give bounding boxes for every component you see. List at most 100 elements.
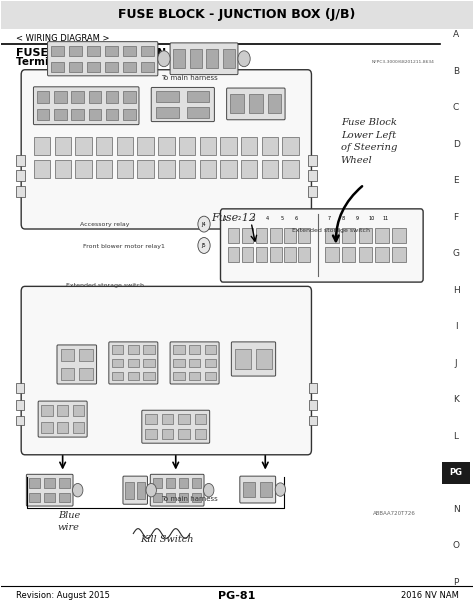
Bar	[96, 160, 112, 178]
Bar	[162, 414, 173, 424]
FancyBboxPatch shape	[34, 87, 139, 124]
Bar	[392, 246, 406, 262]
Bar	[61, 368, 74, 379]
Bar	[173, 372, 184, 381]
Bar	[69, 45, 82, 56]
Bar	[375, 246, 389, 262]
Text: To main harness: To main harness	[162, 496, 218, 501]
Bar	[156, 91, 179, 102]
Text: NFPC3-3000/68201211-8634: NFPC3-3000/68201211-8634	[372, 61, 435, 64]
Text: To main harness: To main harness	[162, 75, 218, 81]
Bar	[128, 359, 139, 367]
Bar	[200, 160, 216, 178]
Bar	[242, 246, 254, 262]
Text: Extended storage switch: Extended storage switch	[66, 283, 144, 287]
Bar	[137, 482, 145, 498]
Bar	[166, 478, 175, 487]
Bar	[205, 372, 216, 381]
Bar	[309, 383, 317, 393]
Bar	[16, 416, 24, 425]
Text: Front blower motor relay1: Front blower motor relay1	[83, 244, 165, 249]
Bar	[59, 493, 70, 502]
FancyBboxPatch shape	[142, 410, 210, 443]
Bar	[34, 160, 50, 178]
Bar	[249, 94, 263, 113]
Bar	[309, 416, 317, 425]
Bar	[308, 186, 317, 197]
Bar	[123, 109, 136, 120]
Bar	[179, 478, 188, 487]
Bar	[153, 478, 163, 487]
Bar	[308, 170, 317, 181]
Bar	[241, 160, 257, 178]
Bar	[57, 405, 68, 416]
Bar	[256, 349, 272, 369]
FancyBboxPatch shape	[47, 42, 158, 76]
Bar	[342, 246, 356, 262]
Text: 1: 1	[224, 216, 227, 221]
Bar	[80, 368, 93, 379]
Text: Fuse Block
Lower Left
of Steering
Wheel: Fuse Block Lower Left of Steering Wheel	[341, 118, 397, 165]
Text: C: C	[453, 104, 459, 112]
Text: F: F	[454, 213, 459, 222]
Bar	[158, 160, 174, 178]
Circle shape	[198, 216, 210, 232]
Bar	[117, 137, 133, 155]
Bar	[137, 137, 154, 155]
Bar	[153, 493, 163, 502]
Bar	[123, 91, 136, 102]
Bar	[283, 137, 299, 155]
Bar	[325, 228, 338, 243]
Bar	[141, 61, 155, 72]
Bar	[173, 359, 184, 367]
FancyBboxPatch shape	[151, 88, 214, 121]
Bar	[268, 94, 282, 113]
Bar	[325, 246, 338, 262]
Bar	[242, 228, 254, 243]
Bar	[166, 493, 175, 502]
Bar	[189, 372, 200, 381]
Bar	[29, 493, 40, 502]
Bar	[284, 228, 296, 243]
Text: I: I	[455, 322, 457, 332]
Text: J: J	[455, 359, 457, 368]
Bar	[145, 429, 157, 440]
Bar	[256, 228, 267, 243]
Text: PG-81: PG-81	[219, 591, 255, 601]
Circle shape	[203, 484, 214, 497]
Bar	[298, 228, 310, 243]
FancyBboxPatch shape	[170, 342, 219, 384]
Bar	[187, 107, 209, 118]
FancyBboxPatch shape	[150, 474, 204, 506]
Text: K: K	[453, 395, 459, 405]
Bar	[105, 45, 118, 56]
Bar	[29, 478, 40, 487]
Bar	[192, 493, 201, 502]
Text: Fuse 12: Fuse 12	[211, 213, 256, 223]
Bar	[145, 414, 157, 424]
Text: J4: J4	[202, 222, 206, 227]
Bar	[392, 228, 406, 243]
Circle shape	[238, 51, 250, 67]
Bar	[34, 137, 50, 155]
Bar	[187, 91, 209, 102]
Bar	[128, 346, 139, 354]
Text: FUSE BLOCK - JUNCTION BOX (J/B): FUSE BLOCK - JUNCTION BOX (J/B)	[118, 9, 356, 21]
Bar	[220, 160, 237, 178]
FancyBboxPatch shape	[38, 401, 87, 437]
Text: Accessory relay: Accessory relay	[80, 222, 130, 227]
Bar	[309, 400, 317, 410]
Bar	[143, 372, 155, 381]
Bar	[16, 383, 24, 393]
Bar	[192, 478, 201, 487]
Bar	[173, 346, 184, 354]
Bar	[205, 359, 216, 367]
FancyBboxPatch shape	[57, 345, 97, 384]
Text: P: P	[454, 578, 459, 587]
Bar	[200, 137, 216, 155]
Bar	[112, 372, 123, 381]
Bar	[57, 422, 68, 433]
Text: < WIRING DIAGRAM >: < WIRING DIAGRAM >	[16, 34, 109, 42]
Bar	[51, 45, 64, 56]
Text: Blue
wire: Blue wire	[58, 511, 80, 531]
